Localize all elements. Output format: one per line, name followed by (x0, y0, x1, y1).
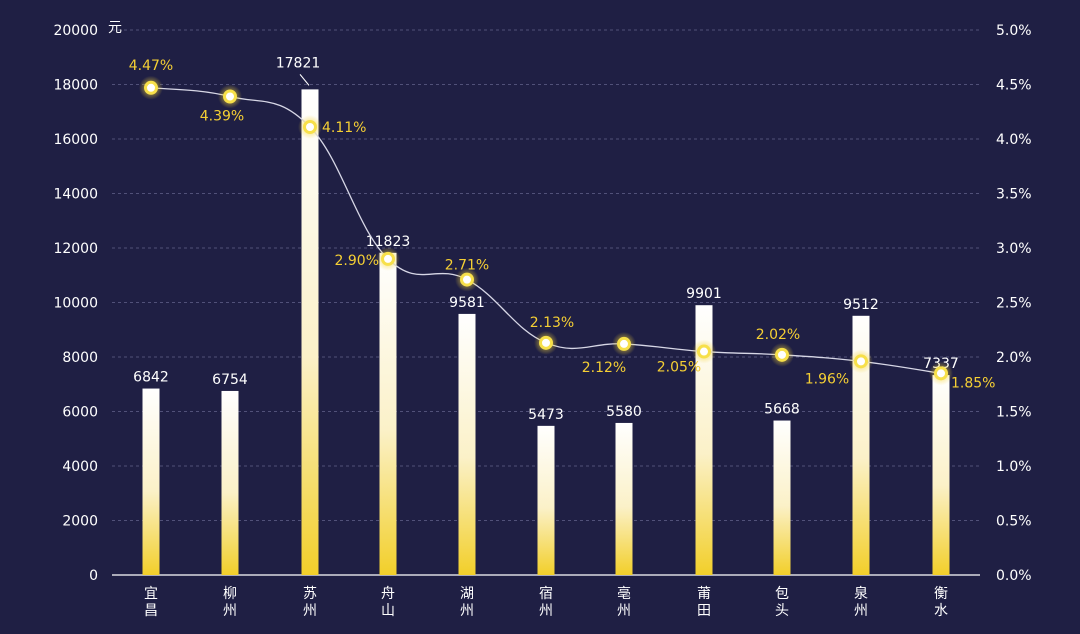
percent-labels: 4.47% 4.39% 4.11% 2.90% 2.71% 2.13% 2.12% 2.05%… (129, 58, 996, 392)
line-point (934, 366, 948, 381)
category-label: 莆田 (697, 586, 711, 619)
bar (852, 315, 870, 575)
line-point (854, 354, 868, 369)
category-axis: 宜昌 柳州 苏州 舟山 湖州 宿州 亳州 莆田 包头 泉州 衡水 (144, 585, 948, 619)
y2-tick-label: 1.0% (996, 459, 1032, 475)
percent-label: 4.39% (200, 108, 244, 124)
y2-tick-label: 4.5% (996, 78, 1032, 94)
line-point (697, 344, 711, 359)
bar-value-label: 6842 (133, 370, 169, 386)
bar (773, 420, 791, 575)
bar (379, 252, 397, 576)
y2-tick-label: 2.0% (996, 350, 1032, 366)
y-tick-label: 8000 (62, 350, 98, 366)
category-label: 包头 (775, 586, 789, 619)
label-leader-line (299, 74, 310, 86)
bar-value-label: 5580 (606, 404, 642, 420)
y2-tick-label: 0.5% (996, 514, 1032, 530)
y2-tick-label: 3.5% (996, 187, 1032, 203)
percent-label: 2.02% (756, 327, 800, 343)
y-tick-label: 18000 (53, 78, 98, 94)
y-tick-label: 6000 (62, 405, 98, 421)
line-point (381, 251, 395, 266)
category-label: 衡水 (934, 586, 948, 619)
line-point (617, 336, 631, 351)
bar (221, 390, 239, 575)
y-tick-label: 14000 (53, 187, 98, 203)
line-point (223, 89, 237, 104)
percent-label: 1.85% (951, 375, 995, 391)
y2-tick-label: 1.5% (996, 405, 1032, 421)
percent-label: 4.47% (129, 58, 173, 74)
bar (301, 89, 319, 575)
category-label: 苏州 (303, 586, 317, 619)
bar (142, 388, 160, 575)
line-point (460, 272, 474, 287)
percent-label: 2.90% (335, 253, 379, 269)
line-point (303, 120, 317, 135)
percent-label: 1.96% (805, 371, 849, 387)
bar-value-label: 5668 (764, 402, 800, 418)
y2-tick-label: 4.0% (996, 132, 1032, 148)
line-point (775, 347, 789, 362)
y-tick-label: 4000 (62, 459, 98, 475)
bar (932, 375, 950, 575)
category-label: 湖州 (460, 586, 474, 619)
percent-points (139, 75, 953, 386)
right-axis: 0.0% 0.5% 1.0% 1.5% 2.0% 2.5% 3.0% 3.5% 4.0% 4.5%… (996, 23, 1032, 584)
bar-value-label: 6754 (212, 372, 248, 388)
category-label: 亳州 (617, 585, 631, 619)
percent-label: 2.05% (657, 360, 701, 376)
percent-label: 2.12% (582, 360, 626, 376)
line-point (539, 335, 553, 350)
bar (458, 313, 476, 575)
bar (615, 422, 633, 575)
y-tick-label: 16000 (53, 132, 98, 148)
percent-label: 2.71% (445, 258, 489, 274)
y-tick-label: 20000 (53, 23, 98, 39)
percent-label: 2.13% (530, 315, 574, 331)
y-tick-label: 0 (89, 568, 98, 584)
category-label: 泉州 (854, 585, 868, 619)
category-label: 柳州 (223, 585, 237, 619)
y-tick-label: 2000 (62, 514, 98, 530)
line-point (144, 80, 158, 95)
y2-tick-label: 0.0% (996, 568, 1032, 584)
left-axis: 0 2000 4000 6000 8000 10000 12000 14000 16000 180… (53, 23, 98, 584)
y2-tick-label: 2.5% (996, 296, 1032, 312)
y-tick-label: 12000 (53, 241, 98, 257)
bar (695, 305, 713, 575)
y-axis-unit-label: 元 (108, 20, 122, 36)
category-label: 宜昌 (144, 586, 158, 619)
bar-value-label: 9512 (843, 297, 879, 313)
y-tick-label: 10000 (53, 296, 98, 312)
percent-label: 4.11% (322, 120, 366, 136)
bar-value-label: 17821 (276, 55, 321, 71)
bar-value-label: 5473 (528, 407, 564, 423)
bar-series (142, 89, 950, 576)
bar-value-label: 9901 (686, 286, 722, 302)
bar-value-label: 9581 (449, 295, 485, 311)
y2-tick-label: 5.0% (996, 23, 1032, 39)
bar (537, 425, 555, 575)
category-label: 舟山 (381, 586, 395, 619)
category-label: 宿州 (539, 585, 553, 619)
y2-tick-label: 3.0% (996, 241, 1032, 257)
